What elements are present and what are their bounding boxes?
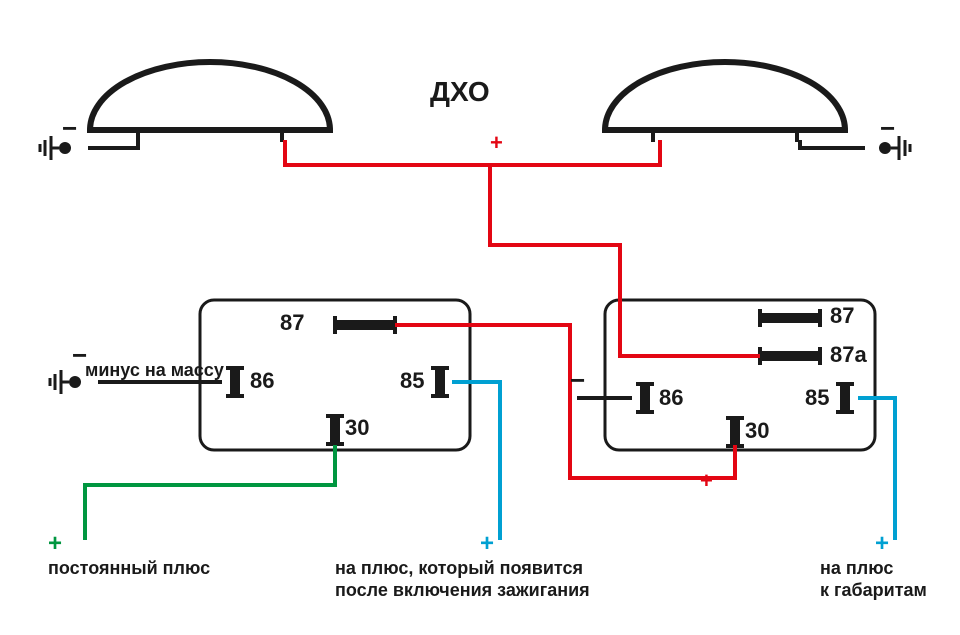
relay1-pin87-label: 87	[280, 310, 304, 336]
wire	[85, 445, 335, 540]
parking-plus-label-2: к габаритам	[820, 580, 927, 601]
parking-plus-label-1: на плюс	[820, 558, 893, 579]
relay2-pin85-label: 85	[805, 385, 829, 411]
plus-sign-lamps: +	[490, 130, 503, 156]
relay1-pin30-label: 30	[345, 415, 369, 441]
lamp-icon	[605, 62, 845, 130]
plus-sign-ignition: +	[480, 530, 494, 558]
relay1-pin85-label: 85	[400, 368, 424, 394]
lamp-icon	[90, 62, 330, 130]
plus-sign-parking: +	[875, 530, 889, 558]
ign-plus-label-2: после включения зажигания	[335, 580, 590, 601]
relay2-pin86-label: 86	[659, 385, 683, 411]
plus-sign-relay2-30: +	[700, 468, 713, 494]
wire	[800, 140, 865, 148]
relay2-pin30-label: 30	[745, 418, 769, 444]
plus-sign-const: +	[48, 530, 62, 558]
minus-sign-left-lamp: −	[62, 113, 77, 144]
ign-plus-label-1: на плюс, который появится	[335, 558, 583, 579]
wire	[88, 140, 138, 148]
minus-sign-relay2: −	[570, 365, 585, 396]
diagram-title: ДХО	[430, 76, 490, 108]
relay2-pin87-label: 87	[830, 303, 854, 329]
const-plus-label: постоянный плюс	[48, 558, 210, 579]
minus-sign-right-lamp: −	[880, 113, 895, 144]
relay2-pin87a-label: 87a	[830, 342, 867, 368]
relay1-pin86-label: 86	[250, 368, 274, 394]
minus-mass-label: минус на массу	[85, 360, 224, 381]
